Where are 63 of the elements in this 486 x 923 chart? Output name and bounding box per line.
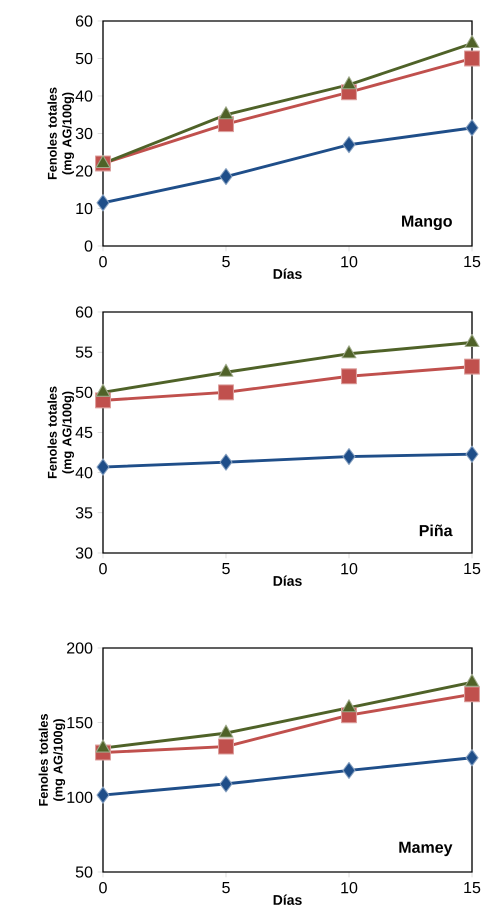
x-tick-label: 5 [222, 563, 230, 574]
y-tick-label: 200 [67, 642, 92, 654]
y-tick-label: 0 [84, 240, 92, 252]
y-tick-label: 50 [76, 52, 92, 64]
point [342, 136, 356, 154]
y-tick-label: 50 [76, 866, 92, 878]
point [218, 384, 234, 400]
point [218, 738, 234, 755]
point [219, 775, 233, 792]
point [464, 50, 480, 66]
point [96, 194, 110, 212]
x-tick-label: 15 [464, 563, 480, 574]
y-tick-label: 50 [76, 386, 92, 398]
point [342, 762, 356, 779]
point [96, 740, 110, 753]
point [219, 454, 233, 471]
y-tick-label: 45 [76, 426, 92, 438]
y-tick-label: 40 [76, 90, 92, 102]
point [342, 345, 356, 358]
point [219, 168, 233, 186]
x-axis-title: Días [274, 576, 302, 586]
x-tick-label: 5 [222, 882, 230, 894]
x-axis-title: Días [274, 894, 302, 905]
y-tick-label: 60 [76, 306, 92, 318]
y-axis-title: Fenoles totales (mg AG/100g) [47, 386, 74, 478]
point [464, 674, 480, 687]
x-tick-label: 15 [464, 256, 480, 268]
x-tick-label: 10 [341, 563, 358, 574]
point [465, 749, 479, 766]
point [465, 446, 479, 463]
y-tick-label: 20 [76, 165, 92, 177]
y-tick-label: 35 [76, 507, 92, 518]
y-tick-label: 60 [76, 15, 92, 27]
x-tick-label: 5 [222, 256, 230, 268]
point [218, 724, 234, 738]
y-tick-label: 150 [67, 717, 92, 728]
y-tick-label: 10 [76, 202, 92, 214]
annotation: Piña [420, 524, 453, 536]
point [96, 458, 110, 476]
y-tick-label: 40 [76, 467, 92, 478]
point [464, 334, 480, 348]
x-axis-title: Días [274, 268, 302, 279]
point [96, 786, 110, 804]
x-tick-label: 10 [341, 256, 358, 268]
y-tick-label: 30 [76, 128, 92, 140]
y-tick-label: 100 [67, 792, 92, 803]
point [218, 364, 234, 377]
y-tick-label: 30 [76, 547, 92, 559]
point [96, 384, 110, 397]
point [341, 368, 357, 384]
x-tick-label: 15 [464, 882, 480, 894]
annotation: Mango [402, 216, 452, 230]
x-tick-label: 0 [99, 256, 107, 268]
annotation: Mamey [399, 842, 452, 856]
y-axis-title: Fenoles totales (mg AG/100g) [38, 714, 66, 806]
y-axis-title: Fenoles totales (mg AG/100g) [47, 88, 74, 180]
point [342, 448, 356, 466]
x-tick-label: 0 [99, 882, 107, 894]
x-tick-label: 10 [341, 882, 358, 894]
point [465, 119, 479, 136]
x-tick-label: 0 [99, 563, 107, 574]
y-tick-label: 55 [76, 346, 92, 358]
point [342, 699, 356, 712]
